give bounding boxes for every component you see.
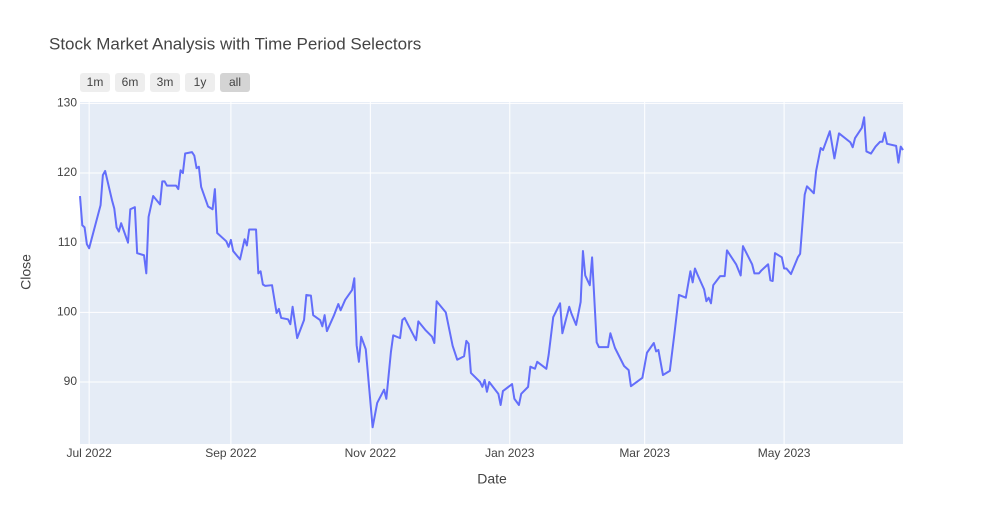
plot-area [80,102,903,444]
y-tick-label: 110 [58,235,77,249]
x-tick-label: Sep 2022 [205,446,257,460]
range-button[interactable]: 1m [80,73,110,92]
y-tick-label: 130 [57,96,77,110]
range-button[interactable]: 3m [150,73,180,92]
chart-title: Stock Market Analysis with Time Period S… [49,34,421,53]
line [79,116,904,429]
range-button-bg[interactable] [150,73,180,92]
range-button-label[interactable]: 1m [87,75,104,89]
y-axis-label: Close [18,254,34,290]
x-tick-label: May 2023 [758,446,811,460]
range-button[interactable]: all [220,73,250,92]
y-tick-label: 100 [57,305,77,319]
range-button-bg[interactable] [80,73,110,92]
range-button-label[interactable]: 1y [194,75,207,89]
y-tick-label: 90 [64,374,78,388]
range-button-label[interactable]: 3m [157,75,174,89]
x-tick-label: Nov 2022 [345,446,397,460]
range-button[interactable]: 6m [115,73,145,92]
x-tick-label: Jul 2022 [66,446,112,460]
range-button-bg[interactable] [220,73,250,92]
range-button-bg[interactable] [185,73,215,92]
range-button-bg[interactable] [115,73,145,92]
x-tick-label: Jan 2023 [485,446,535,460]
x-axis-label: Date [477,471,507,487]
range-button-label[interactable]: 6m [122,75,139,89]
range-button-label[interactable]: all [229,75,241,89]
x-tick-label: Mar 2023 [619,446,670,460]
range-button[interactable]: 1y [185,73,215,92]
y-tick-label: 120 [57,165,77,179]
